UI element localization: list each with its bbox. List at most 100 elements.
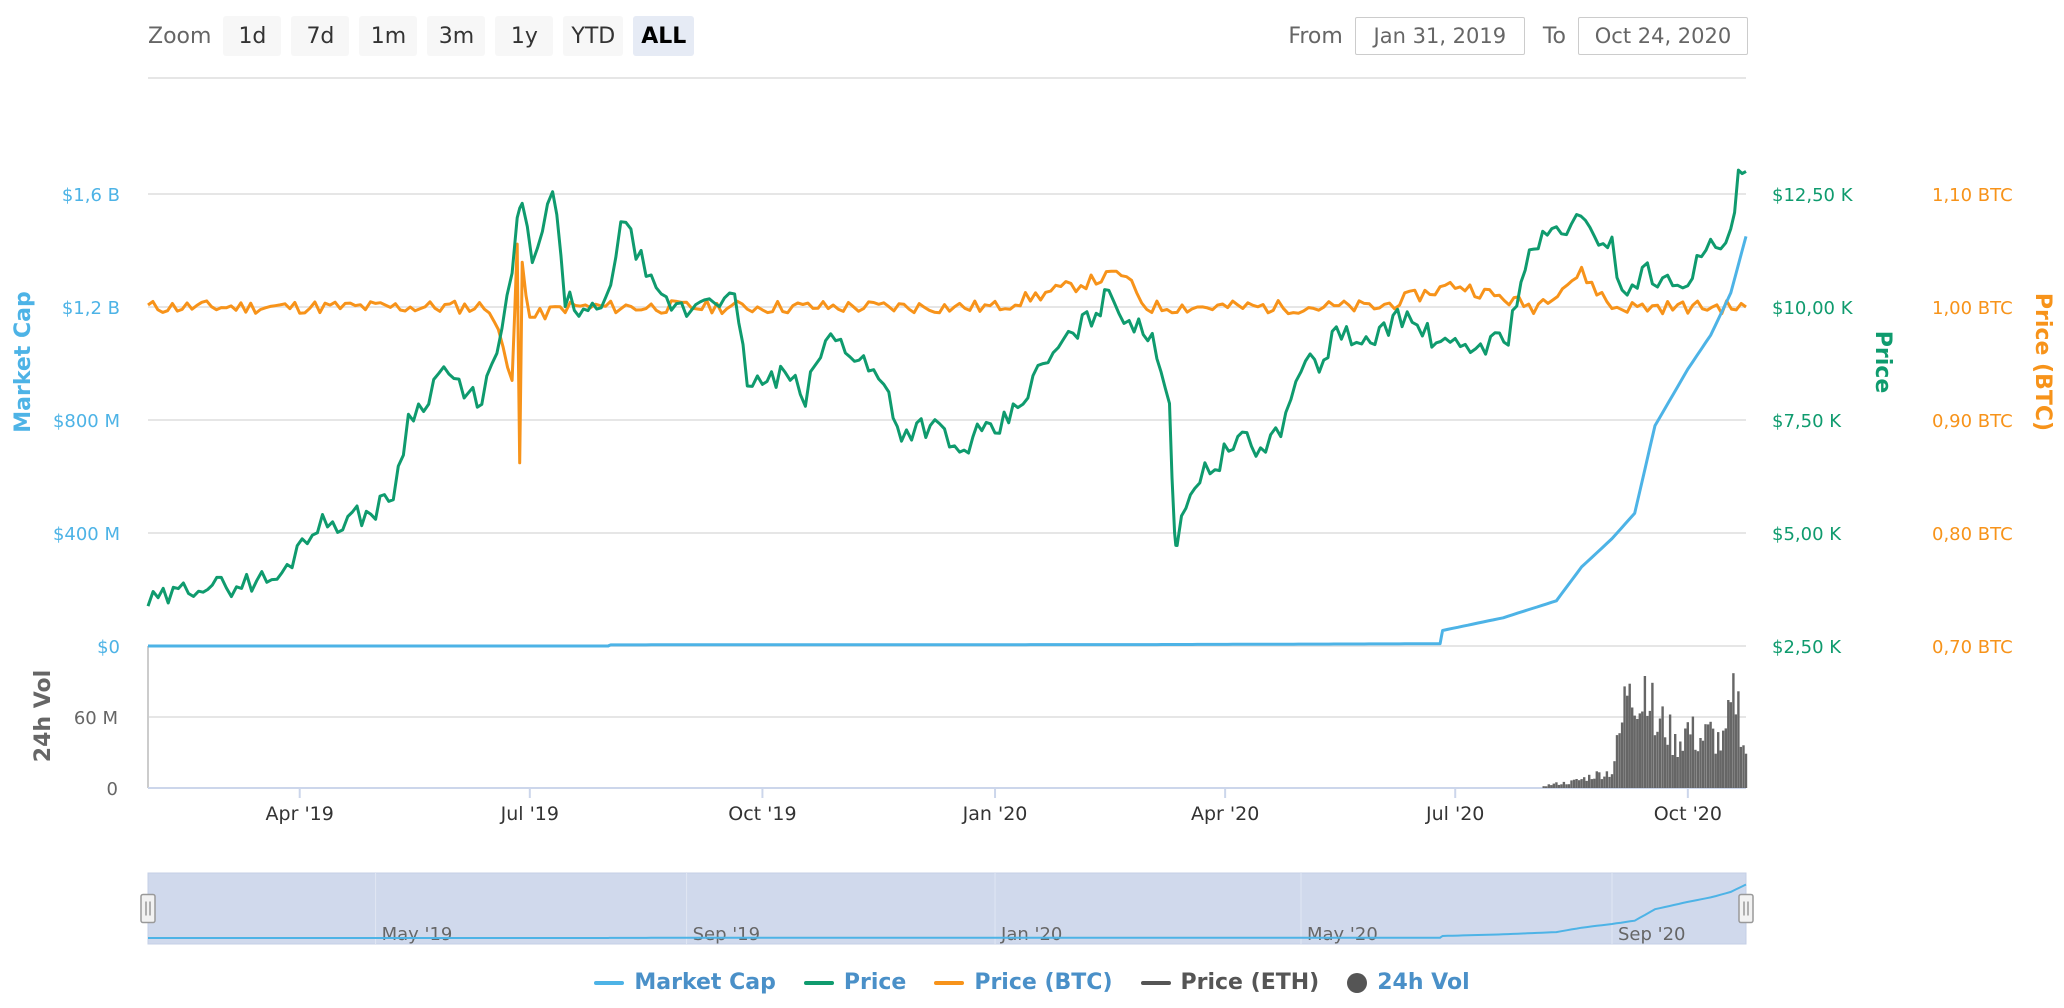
price-btc-tick-label: 0,90 BTC [1932, 411, 2013, 432]
handle-box [1738, 893, 1754, 924]
legend-label: 24h Vol [1377, 970, 1470, 995]
volume-bar [1719, 750, 1722, 788]
legend-line-icon [594, 980, 625, 985]
volume-bar [1608, 776, 1611, 788]
zoom-button-1y[interactable]: 1y [495, 16, 554, 56]
legend: Market Cap Price Price (BTC) Price (ETH) 24h… [0, 970, 2064, 995]
volume-bar [1610, 774, 1614, 788]
legend-line-icon [934, 980, 965, 985]
chart-svg: $0 $2,50 K 0,70 BTC $400 M $5,00 K 0,80 BTC $8… [11, 77, 2055, 945]
price-btc-tick-label: 0,80 BTC [1932, 524, 2013, 545]
volume-bar [1638, 713, 1641, 788]
volume-bar [1681, 750, 1684, 788]
volume-bar [1686, 722, 1689, 788]
to-label: To [1542, 23, 1566, 49]
volume-bar [1689, 734, 1692, 788]
volume-bar [1570, 780, 1573, 788]
price-tick-label: $12,50 K [1772, 185, 1854, 206]
zoom-button-1d[interactable]: 1d [223, 16, 282, 56]
volume-bar [1545, 786, 1548, 788]
legend-item[interactable]: Price [803, 970, 906, 995]
zoom-button-all[interactable]: ALL [633, 16, 695, 56]
navigator-tick-label: Sep '20 [1618, 924, 1686, 945]
navigator-tick-label: Sep '19 [693, 924, 761, 945]
volume-bar [1593, 778, 1596, 788]
volume-bar [1600, 779, 1604, 788]
volume-bar [1701, 740, 1705, 788]
zoom-button-1m[interactable]: 1m [359, 16, 418, 56]
legend-line-icon [1140, 980, 1171, 985]
volume-bar [1643, 676, 1647, 788]
market-cap-line [148, 236, 1748, 648]
volume-bar [1588, 774, 1591, 788]
volume-bar [1724, 728, 1727, 788]
volume-bar [1714, 753, 1717, 788]
volume-bar [1552, 783, 1555, 788]
volume-bar [1562, 781, 1566, 788]
navigator-mask [147, 872, 1747, 945]
navigator-tick-label: May '20 [1307, 924, 1378, 945]
from-label: From [1288, 23, 1343, 49]
volume-bar [1618, 733, 1621, 788]
volume-bar [1684, 728, 1687, 788]
legend-label: Price (ETH) [1180, 970, 1320, 995]
x-axis-tick-label: Oct '20 [1654, 803, 1722, 825]
volume-bar [1590, 779, 1593, 788]
volume-bar [1550, 785, 1553, 788]
navigator-line [148, 883, 1747, 939]
volume-bar [1623, 686, 1626, 788]
zoom-button-3m[interactable]: 3m [427, 16, 486, 56]
volume-bar [1742, 745, 1745, 788]
legend-item[interactable]: Price (ETH) [1140, 970, 1320, 995]
market-cap-tick-label: $0 [97, 637, 120, 658]
volume-bar [1577, 780, 1581, 788]
volume-bar [1646, 715, 1649, 788]
volume-bar [1565, 784, 1568, 788]
market-cap-tick-label: $1,6 B [62, 185, 120, 206]
legend-item[interactable]: Market Cap [594, 970, 776, 995]
price-line [146, 168, 1747, 607]
legend-line-icon [803, 980, 834, 985]
volume-bar [1653, 735, 1657, 788]
navigator-left-handle[interactable] [140, 893, 156, 924]
x-axis-tick-label: Jul '20 [1425, 803, 1484, 825]
volume-bar [1727, 700, 1730, 788]
volume-bar [1641, 711, 1644, 788]
to-date-input[interactable] [1578, 17, 1748, 55]
price-btc-tick-label: 1,00 BTC [1932, 298, 2013, 319]
volume-bar [1557, 784, 1561, 788]
volume-bar [1696, 751, 1700, 788]
navigator-right-handle[interactable] [1738, 893, 1754, 924]
volume-bar [1583, 777, 1586, 788]
from-date-input[interactable] [1354, 17, 1525, 55]
volume-bar [1674, 734, 1677, 788]
x-axis-tick-label: Oct '19 [728, 803, 796, 825]
market-cap-tick-label: $800 M [53, 411, 120, 432]
volume-bar [1572, 779, 1576, 788]
volume-bar [1737, 691, 1740, 788]
volume-bar [1626, 695, 1629, 788]
volume-bar [1691, 716, 1695, 788]
volume-bar [1711, 728, 1715, 788]
volume-bar [1663, 737, 1667, 788]
zoom-button-ytd[interactable]: YTD [563, 16, 624, 56]
x-axis-tick-label: Jul '19 [500, 803, 559, 825]
price-btc-tick-label: 1,10 BTC [1932, 185, 2013, 206]
volume-bar [1668, 714, 1672, 788]
volume-tick-label: 60 M [74, 708, 118, 729]
navigator-tick-label: May '19 [382, 924, 453, 945]
volume-bar [1585, 780, 1588, 788]
legend-item[interactable]: Price (BTC) [934, 970, 1113, 995]
legend-dot-icon [1347, 972, 1368, 993]
volume-bar [1722, 730, 1725, 788]
legend-label: Price (BTC) [974, 970, 1113, 995]
volume-bar [1580, 779, 1583, 788]
zoom-button-7d[interactable]: 7d [291, 16, 350, 56]
volume-bar [1575, 779, 1578, 788]
volume-axis-title: 24h Vol [31, 670, 56, 762]
navigator-tick-label: Jan '20 [1000, 924, 1062, 945]
volume-bar [1542, 786, 1545, 788]
legend-item[interactable]: 24h Vol [1347, 970, 1470, 995]
volume-bar [1648, 710, 1652, 788]
